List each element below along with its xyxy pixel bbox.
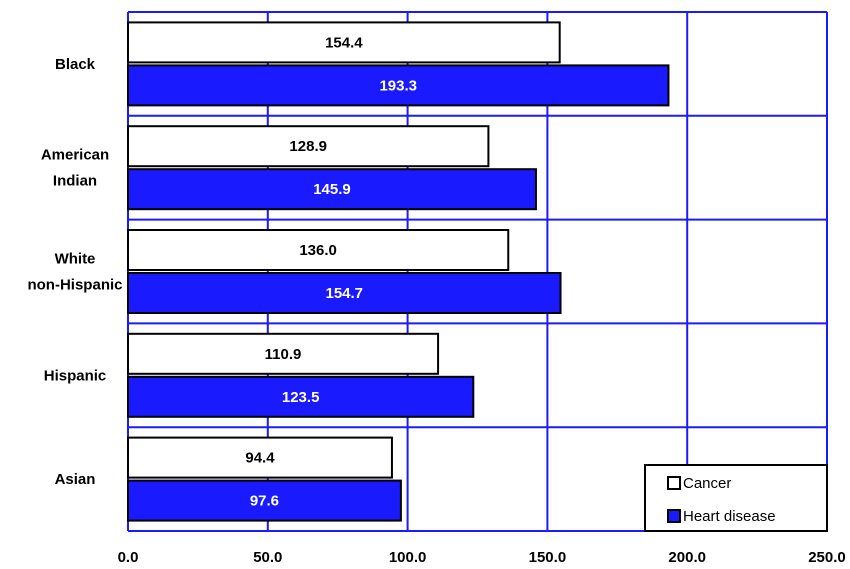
data-label: 154.4 — [325, 34, 363, 51]
bar-heart-disease — [127, 272, 562, 314]
bar-heart-disease — [127, 479, 402, 522]
data-label: 145.9 — [313, 181, 351, 198]
legend: Cancer Heart disease — [644, 464, 828, 532]
x-tick-label: 0.0 — [118, 549, 139, 566]
data-label: 154.7 — [325, 285, 363, 302]
legend-swatch — [667, 509, 681, 523]
labels: 0.0 50.0 100.0 150.0 200.0 250.0 154.4 193.3 Bla… — [27, 34, 845, 566]
category-label: American Indian — [41, 147, 109, 190]
legend-label: Cancer — [683, 475, 731, 492]
bar-cancer — [127, 125, 490, 168]
data-label: 136.0 — [299, 242, 337, 259]
data-label: 128.9 — [289, 138, 327, 155]
legend-label: Heart disease — [683, 508, 776, 525]
category-label: Hispanic — [44, 367, 107, 384]
x-tick-label: 250.0 — [808, 549, 846, 566]
bar-cancer — [127, 436, 393, 479]
bar-cancer — [127, 21, 561, 64]
bars — [127, 21, 670, 522]
category-label: White non-Hispanic — [27, 251, 122, 294]
data-label: 123.5 — [282, 389, 320, 406]
bar-cancer — [127, 229, 510, 271]
category-label: Black — [55, 56, 96, 73]
data-label: 110.9 — [265, 346, 302, 363]
data-label: 193.3 — [379, 77, 417, 94]
data-label: 97.6 — [250, 493, 279, 510]
x-tick-label: 50.0 — [253, 549, 282, 566]
category-label: Asian — [55, 471, 96, 488]
legend-swatch — [667, 476, 681, 490]
bar-heart-disease — [127, 375, 475, 418]
bar-heart-disease — [127, 64, 670, 107]
x-tick-label: 150.0 — [529, 549, 567, 566]
x-tick-label: 200.0 — [668, 549, 706, 566]
data-label: 94.4 — [245, 450, 275, 467]
x-tick-label: 100.0 — [389, 549, 427, 566]
bar-cancer — [127, 332, 440, 375]
bar-heart-disease — [127, 168, 537, 211]
